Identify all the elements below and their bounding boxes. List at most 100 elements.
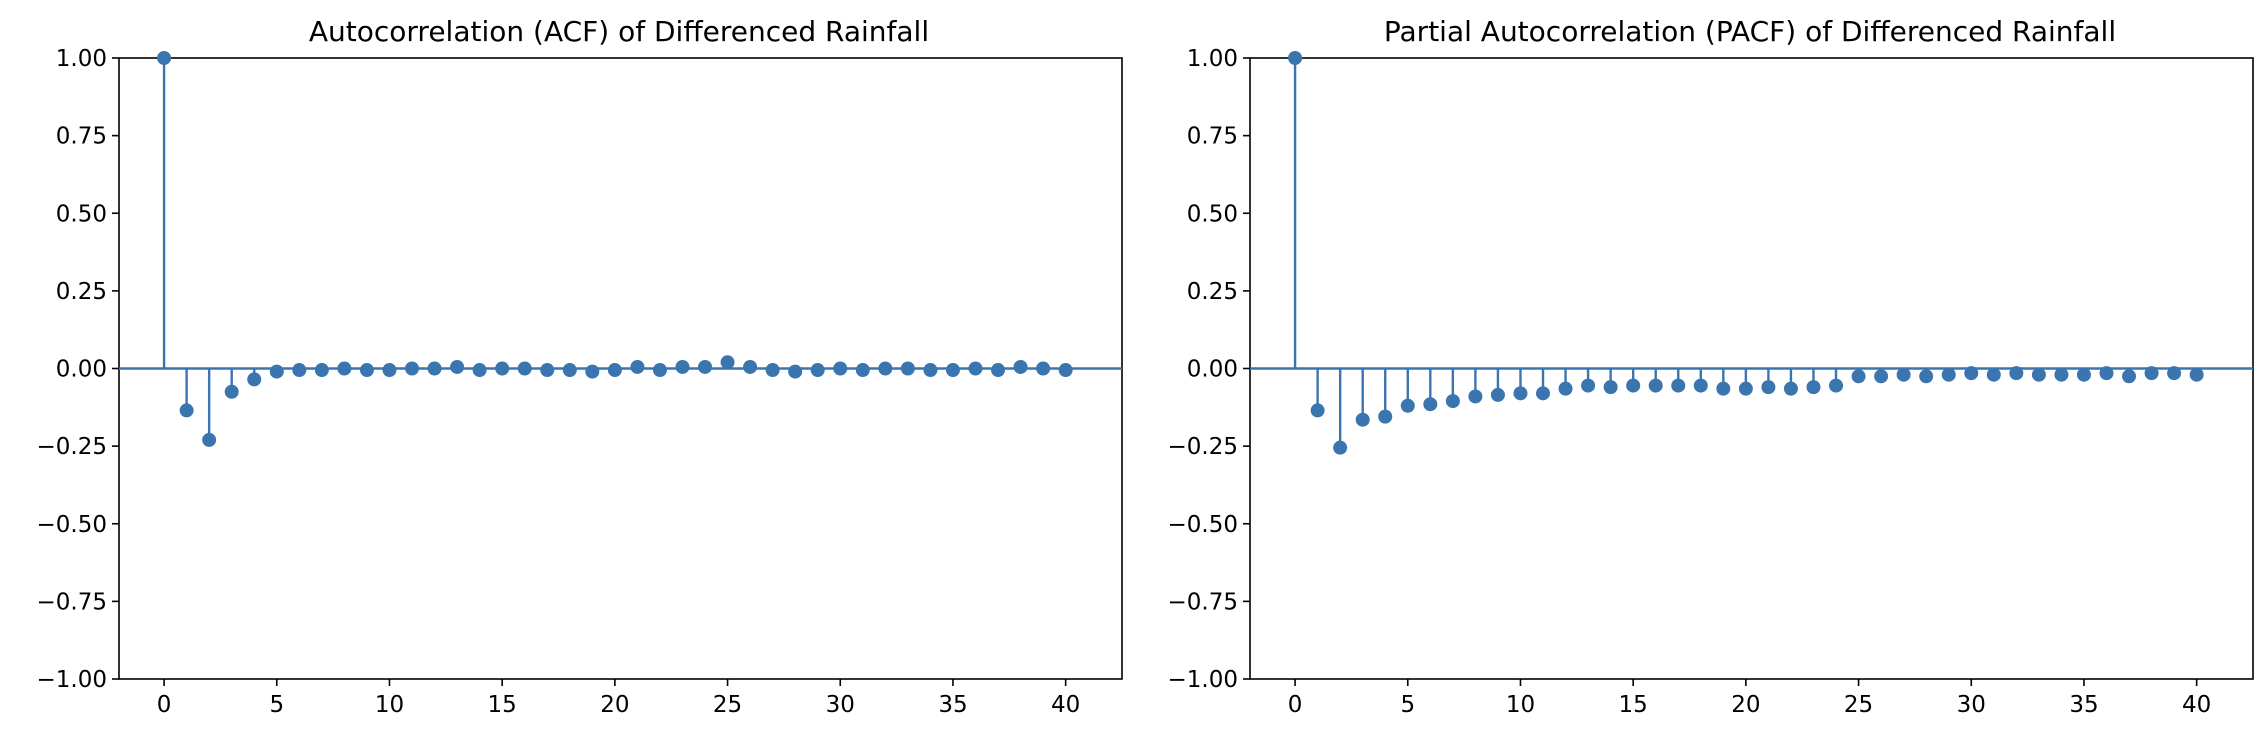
acf-x-tick-label: 30 [826,692,855,718]
pacf-point-lag-7 [1445,394,1460,409]
acf-point-lag-35 [945,363,960,378]
pacf-point-lag-34 [2054,367,2069,382]
pacf-x-tick-label: 35 [2069,692,2098,718]
acf-point-lag-20 [607,363,622,378]
acf-point-lag-28 [788,364,803,379]
acf-point-lag-33 [900,361,915,376]
pacf-point-lag-15 [1626,378,1641,393]
acf-chart-title: Autocorrelation (ACF) of Differenced Rai… [309,15,929,48]
pacf-y-tick-label: 0.50 [1187,201,1238,227]
acf-point-lag-1 [179,403,194,418]
acf-point-lag-9 [359,363,374,378]
pacf-point-lag-24 [1829,378,1844,393]
pacf-point-lag-36 [2099,366,2114,381]
acf-point-lag-29 [810,363,825,378]
acf-point-lag-2 [202,432,217,447]
pacf-point-lag-31 [1986,367,2001,382]
acf-y-tick-label: −1.00 [37,667,107,693]
pacf-point-lag-28 [1919,369,1934,384]
acf-point-lag-3 [224,384,239,399]
pacf-point-lag-40 [2189,367,2204,382]
pacf-point-lag-13 [1581,378,1596,393]
pacf-y-tick-label: 0.25 [1187,279,1238,305]
pacf-point-lag-8 [1468,389,1483,404]
pacf-point-lag-17 [1671,378,1686,393]
acf-point-lag-11 [405,361,420,376]
pacf-chart: Partial Autocorrelation (PACF) of Differ… [1168,15,2254,718]
acf-point-lag-4 [247,372,262,387]
acf-point-lag-22 [652,363,667,378]
pacf-point-lag-39 [2167,366,2182,381]
acf-point-lag-8 [337,361,352,376]
pacf-point-lag-9 [1490,387,1505,402]
acf-x-tick-label: 40 [1051,692,1080,718]
acf-point-lag-13 [450,359,465,374]
acf-point-lag-36 [968,361,983,376]
acf-x-tick-label: 25 [713,692,742,718]
pacf-point-lag-25 [1851,369,1866,384]
pacf-point-lag-37 [2122,369,2137,384]
acf-point-lag-16 [517,361,532,376]
pacf-point-lag-5 [1400,398,1415,413]
acf-point-lag-15 [495,361,510,376]
acf-point-lag-19 [585,364,600,379]
acf-point-lag-39 [1036,361,1051,376]
acf-point-lag-30 [833,361,848,376]
acf-point-lag-38 [1013,359,1028,374]
acf-point-lag-5 [269,364,284,379]
pacf-point-lag-10 [1513,386,1528,401]
pacf-y-tick-label: 1.00 [1187,46,1238,72]
pacf-y-tick-label: −0.25 [1168,434,1238,460]
pacf-point-lag-26 [1874,369,1889,384]
pacf-y-tick-label: −0.50 [1168,512,1238,538]
acf-point-lag-7 [314,363,329,378]
pacf-point-lag-4 [1378,409,1393,424]
acf-x-tick-label: 15 [488,692,517,718]
acf-point-lag-27 [765,363,780,378]
pacf-point-lag-1 [1310,403,1325,418]
acf-point-lag-12 [427,361,442,376]
acf-point-lag-21 [630,359,645,374]
acf-y-tick-label: 0.25 [56,279,107,305]
pacf-point-lag-16 [1648,378,1663,393]
pacf-x-tick-label: 5 [1400,692,1415,718]
pacf-point-lag-18 [1693,378,1708,393]
acf-point-lag-34 [923,363,938,378]
pacf-x-tick-label: 40 [2182,692,2211,718]
acf-y-tick-label: 0.75 [56,124,107,150]
pacf-x-tick-label: 10 [1506,692,1535,718]
acf-point-lag-0 [157,51,172,65]
acf-point-lag-40 [1058,363,1073,378]
acf-point-lag-37 [991,363,1006,378]
acf-y-tick-label: 1.00 [56,46,107,72]
acf-plot-area: −1.00 −0.75 −0.50 −0.25 0.00 0.25 0.50 0.75 1.00… [37,46,1123,718]
pacf-x-tick-label: 30 [1957,692,1986,718]
pacf-point-lag-6 [1423,397,1438,412]
acf-chart: Autocorrelation (ACF) of Differenced Rai… [37,15,1123,718]
pacf-y-tick-label: −0.75 [1168,589,1238,615]
pacf-point-lag-12 [1558,381,1573,396]
acf-point-lag-32 [878,361,893,376]
pacf-point-lag-11 [1536,386,1551,401]
acf-point-lag-31 [855,363,870,378]
pacf-point-lag-30 [1964,366,1979,381]
pacf-point-lag-14 [1603,380,1618,395]
acf-y-tick-label: −0.75 [37,589,107,615]
acf-point-lag-25 [720,355,735,370]
pacf-point-lag-20 [1738,381,1753,396]
pacf-point-lag-29 [1941,367,1956,382]
pacf-point-lag-35 [2076,367,2091,382]
pacf-point-lag-3 [1355,412,1370,427]
pacf-x-tick-label: 20 [1731,692,1760,718]
pacf-point-lag-33 [2031,367,2046,382]
pacf-point-lag-2 [1333,440,1348,455]
pacf-point-lag-32 [2009,366,2024,381]
acf-point-lag-10 [382,363,397,378]
acf-x-tick-label: 35 [938,692,967,718]
acf-x-tick-label: 5 [269,692,284,718]
pacf-x-tick-label: 0 [1288,692,1303,718]
acf-point-lag-26 [743,359,758,374]
pacf-plot-area: −1.00 −0.75 −0.50 −0.25 0.00 0.25 0.50 0.75 1.00… [1168,46,2254,718]
acf-x-tick-label: 20 [600,692,629,718]
